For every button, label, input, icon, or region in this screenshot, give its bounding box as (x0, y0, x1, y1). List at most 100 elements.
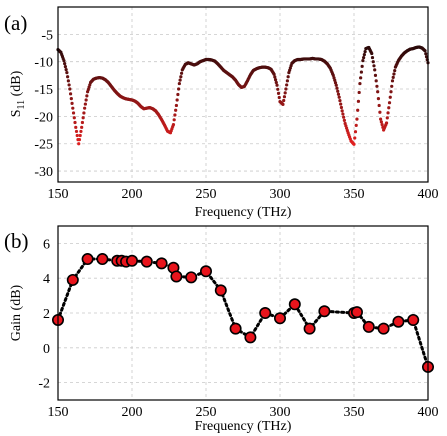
panel-a-data-point (274, 80, 278, 85)
panel-a-y-tick-label: -20 (34, 110, 53, 125)
panel-a-y-axis-title-main: S (9, 110, 24, 118)
panel-a-data-point (273, 78, 278, 82)
panel-a-data-point (79, 129, 83, 134)
panel-a-data-point (362, 55, 366, 60)
panel-a-grid (58, 7, 428, 182)
panel-a-data-point (356, 99, 361, 103)
panel-a-data-point (66, 79, 70, 83)
panel-a-y-axis-title-subscript: 11 (16, 100, 27, 110)
panel-a-data-point (273, 75, 277, 79)
panel-a-data-point (340, 109, 344, 113)
panel-a-data-point (353, 130, 358, 134)
panel-a-data-point (376, 97, 381, 101)
panel-a-data-point (286, 75, 290, 79)
panel-a-data-point (177, 87, 181, 91)
panel-a-data-point (342, 115, 346, 119)
panel-b-data-point (200, 265, 213, 278)
panel-b-y-tick-label: 6 (43, 237, 50, 252)
panel-b-y-tick-label: 0 (43, 342, 50, 357)
panel-a-data-point (352, 142, 356, 146)
panel-a-data-point (333, 78, 337, 82)
panel-a-data-point (339, 102, 343, 106)
panel-a-data-point (386, 111, 390, 115)
panel-a-data-point (275, 83, 279, 87)
panel-a-data-point (84, 98, 88, 102)
panel-b-data-point (407, 313, 420, 326)
panel-a-data-point (390, 79, 395, 83)
panel-b-data-point (126, 254, 139, 267)
panel-a-y-tick-label: -25 (34, 138, 53, 153)
panel-a-plot-frame (57, 6, 429, 183)
panel-a-data-point (172, 118, 176, 122)
panel-a-data-point (357, 90, 361, 95)
panel-a-data-point (376, 90, 380, 94)
panel-a-data-point (338, 99, 342, 103)
panel-a-data-point (83, 106, 87, 110)
panel-a-data-point (358, 81, 362, 86)
panel-a-data-point (372, 64, 376, 68)
panel-a-data-point (374, 79, 378, 83)
panel-a-data-point (362, 52, 366, 57)
panel-a-data-point (333, 81, 338, 85)
panel-a-data-point (387, 106, 391, 110)
panel-a-data-point (71, 106, 75, 110)
panel-a-y-tick-label: -15 (34, 83, 53, 98)
panel-a-data-point (68, 87, 72, 91)
panel-a-data-point (424, 52, 428, 56)
panel-a-data-point (78, 133, 82, 138)
panel-b-y-tick-label: 4 (43, 272, 50, 287)
panel-b-x-tick-label: 250 (196, 405, 217, 420)
panel-a-data-point (390, 84, 394, 88)
panel-a-data-point (284, 87, 288, 91)
panel-a-data-point (392, 72, 396, 76)
panel-a-data-point (77, 142, 81, 146)
panel-a-data-point (177, 81, 181, 86)
panel-a-data-point (370, 51, 374, 56)
panel-a-s11-chart: (a) 150 200 250 300 350 400 -5 -10 -15 -20 -25 -30… (4, 6, 439, 220)
panel-a-data-point (387, 101, 392, 105)
panel-a-data-point (72, 116, 76, 120)
panel-b-x-tick-label: 200 (122, 405, 143, 420)
panel-a-y-tick-label: -30 (34, 165, 53, 180)
panel-a-data-point (65, 71, 69, 75)
panel-a-data-point (393, 68, 397, 73)
panel-b-data-point (303, 322, 316, 335)
panel-a-data-point (360, 64, 364, 68)
panel-a-data-point (375, 84, 379, 88)
panel-b-plot-frame (57, 225, 429, 401)
panel-a-data-point (179, 75, 183, 79)
panel-b-data-point (350, 306, 363, 319)
panel-a-data-point (359, 70, 363, 74)
panel-a-data-point (176, 92, 180, 97)
panel-a-y-tick-label: -5 (41, 28, 53, 43)
panel-a-data-point (336, 89, 340, 93)
panel-b-x-axis-title: Frequency (THz) (195, 419, 292, 434)
panel-b-gain-chart: (b) 150 200 250 300 350 400 -2 0 2 4 6 Frequency … (4, 225, 439, 434)
panel-a-data-point (285, 79, 289, 83)
panel-a-data-point (379, 120, 383, 124)
panel-b-data-point (259, 306, 272, 319)
panel-a-data-point (272, 72, 276, 76)
panel-a-data-point (423, 49, 427, 53)
panel-a-data-point (341, 112, 345, 116)
panel-a-data-point (85, 94, 89, 98)
panel-b-data-point (66, 273, 79, 286)
panel-a-data-point (354, 123, 358, 127)
panel-b-data-point (288, 298, 301, 311)
panel-a-x-tick-labels: 150 200 250 300 350 400 (48, 187, 439, 202)
panel-a-data-point (373, 68, 377, 72)
panel-a-data-point (353, 136, 357, 140)
panel-b-y-tick-label: -2 (38, 377, 50, 392)
panel-a-data-point (391, 75, 395, 80)
panel-a-x-tick-label: 150 (48, 187, 69, 202)
panel-a-data-point (82, 111, 86, 115)
panel-a-data-point (373, 73, 378, 77)
panel-a-data-point (62, 58, 66, 63)
panel-a-data-point (331, 73, 335, 77)
panel-a-x-axis-title: Frequency (THz) (195, 205, 292, 220)
panel-a-y-axis-title: S11 (dB) (9, 70, 27, 117)
panel-a-data-point (336, 92, 341, 96)
panel-b-label: (b) (4, 229, 29, 253)
panel-a-data-point (281, 102, 285, 106)
panel-a-data-point (75, 133, 79, 138)
